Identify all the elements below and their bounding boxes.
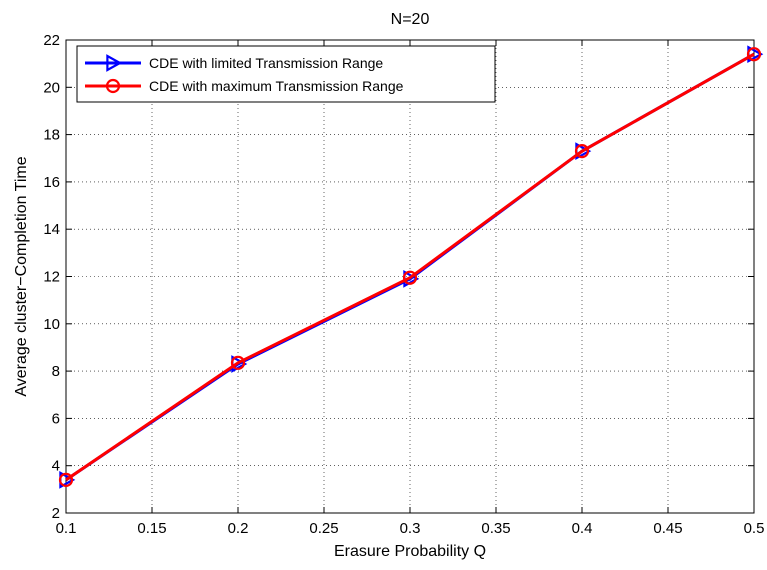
x-tick-label: 0.2 bbox=[228, 520, 249, 537]
y-tick-label: 14 bbox=[43, 221, 60, 238]
x-tick-label: 0.25 bbox=[309, 520, 338, 537]
x-tick-label: 0.35 bbox=[481, 520, 510, 537]
y-tick-label: 6 bbox=[52, 410, 60, 427]
legend-label: CDE with maximum Transmission Range bbox=[149, 78, 404, 94]
legend: CDE with limited Transmission Range CDE w… bbox=[76, 45, 496, 103]
series-2 bbox=[58, 47, 762, 487]
series-line bbox=[65, 52, 755, 482]
data-point bbox=[746, 47, 762, 62]
legend-marker bbox=[105, 78, 121, 94]
legend-marker bbox=[106, 54, 123, 72]
y-tick-label: 16 bbox=[43, 174, 60, 191]
legend-entry: CDE with maximum Transmission Range bbox=[85, 78, 404, 94]
y-tick-label: 20 bbox=[43, 79, 60, 96]
y-tick-label: 2 bbox=[52, 505, 60, 522]
x-tick-label: 0.15 bbox=[137, 520, 166, 537]
y-axis-title: Average cluster−Completion Time bbox=[13, 156, 30, 396]
x-tick-label: 0.4 bbox=[572, 520, 593, 537]
chart-title: N=20 bbox=[391, 11, 430, 28]
y-tick-label: 18 bbox=[43, 127, 60, 144]
data-point bbox=[402, 270, 418, 285]
x-tick-label: 0.1 bbox=[56, 520, 77, 537]
legend-label: CDE with limited Transmission Range bbox=[149, 55, 383, 71]
y-tick-label: 12 bbox=[43, 269, 60, 286]
y-tick-label: 4 bbox=[52, 458, 60, 475]
x-axis-title: Erasure Probability Q bbox=[334, 543, 486, 560]
x-tick-label: 0.3 bbox=[400, 520, 421, 537]
ticks: 0.1 0.15 0.2 0.25 0.3 0.35 0.4 0.45 0.5 2 4 6 8 10 12 1… bbox=[43, 32, 764, 537]
data-point bbox=[574, 144, 590, 159]
y-tick-label: 22 bbox=[43, 32, 60, 49]
x-tick-label: 0.45 bbox=[653, 520, 682, 537]
x-tick-label: 0.5 bbox=[744, 520, 765, 537]
data-point bbox=[58, 472, 74, 487]
series bbox=[58, 45, 764, 489]
y-tick-label: 10 bbox=[43, 316, 60, 333]
data-point bbox=[230, 355, 246, 370]
y-tick-label: 8 bbox=[52, 363, 60, 380]
legend-entry: CDE with limited Transmission Range bbox=[85, 54, 383, 72]
legend-box bbox=[76, 45, 496, 103]
